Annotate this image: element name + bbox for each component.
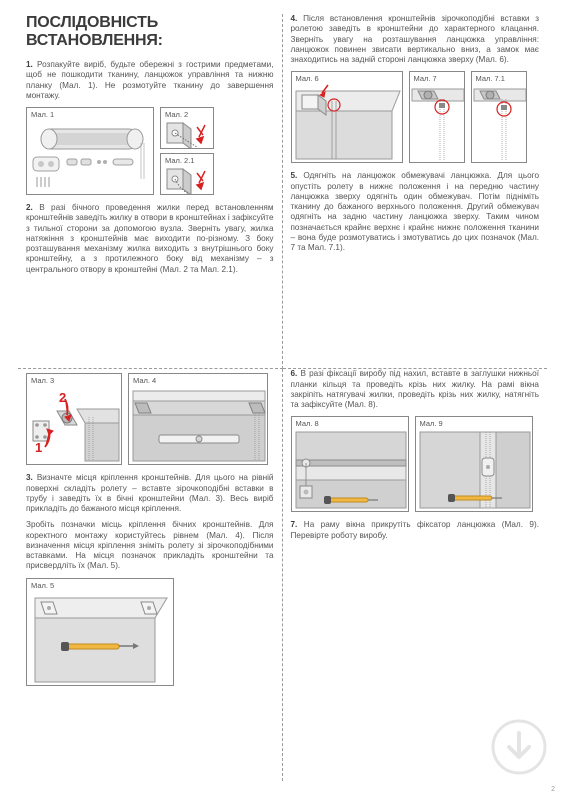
figure-1: Мал. 1 (26, 107, 154, 195)
step-2-body: В разі бічного проведення жилки перед вс… (26, 203, 274, 274)
fig-row-1-2: Мал. 1 (26, 107, 274, 195)
figure-1-label: Мал. 1 (27, 108, 153, 119)
figure-5: Мал. 5 (26, 578, 174, 686)
figure-2-1-label: Мал. 2.1 (161, 154, 213, 165)
step-5-body: Одягніть на ланцюжок обмежувачі ланцюжка… (291, 171, 540, 252)
step-3a-text: 3. Визначте місця кріплення кронштейнів.… (26, 473, 274, 514)
figure-9-label: Мал. 9 (416, 417, 532, 428)
figure-9: Мал. 9 (415, 416, 533, 512)
figure-2: Мал. 2 (160, 107, 214, 149)
figure-7-1: Мал. 7.1 (471, 71, 527, 163)
page-number: 2 (551, 786, 555, 793)
step-6-text: 6. В разі фіксації виробу під нахил, вст… (291, 369, 540, 410)
figure-6: Мал. 6 click (291, 71, 403, 163)
figure-3-label: Мал. 3 (27, 374, 121, 385)
figure-3: Мал. 3 2 1 (26, 373, 122, 465)
step-1-text: 1. Розпакуйте виріб, будьте обережні з г… (26, 60, 274, 101)
figure-7: Мал. 7 (409, 71, 465, 163)
step-4-body: Після встановлення кронштейнів зірочкопо… (291, 14, 540, 64)
step-3b-text: Зробіть позначки місць кріплення бічних … (26, 520, 274, 571)
fig-row-6-7: Мал. 6 click (291, 71, 540, 163)
figure-2-label: Мал. 2 (161, 108, 213, 119)
step-4-text: 4. Після встановлення кронштейнів зірочк… (291, 14, 540, 65)
step-7-text: 7. На раму вікна прикрутіть фіксатор лан… (291, 520, 540, 541)
figure-8: Мал. 8 (291, 416, 409, 512)
step-6-body: В разі фіксації виробу під нахил, вставт… (291, 369, 540, 409)
figure-2-1: Мал. 2.1 (160, 153, 214, 195)
step-3b-body: Зробіть позначки місць кріплення бічних … (26, 520, 274, 570)
page-title: ПОСЛІДОВНІСТЬ ВСТАНОВЛЕННЯ: (26, 14, 274, 50)
step-5-text: 5. Одягніть на ланцюжок обмежувачі ланцю… (291, 171, 540, 253)
step-7-body: На раму вікна прикрутіть фіксатор ланцюж… (291, 520, 539, 539)
figure-7-1-label: Мал. 7.1 (472, 72, 526, 83)
figure-4-label: Мал. 4 (129, 374, 267, 385)
figure-5-label: Мал. 5 (27, 579, 173, 590)
figure-6-label: Мал. 6 (292, 72, 402, 83)
step-2-text: 2. В разі бічного проведення жилки перед… (26, 203, 274, 275)
step-1-body: Розпакуйте виріб, будьте обережні з гост… (26, 60, 274, 100)
fig-row-8-9: Мал. 8 (291, 416, 540, 512)
figure-4: Мал. 4 (128, 373, 268, 465)
fig-row-3-4: Мал. 3 2 1 (26, 373, 274, 465)
figure-7-label: Мал. 7 (410, 72, 464, 83)
fig-row-5: Мал. 5 (26, 578, 274, 686)
step-3a-body: Визначте місця кріплення кронштейнів. Дл… (26, 473, 274, 513)
figure-8-label: Мал. 8 (292, 417, 408, 428)
